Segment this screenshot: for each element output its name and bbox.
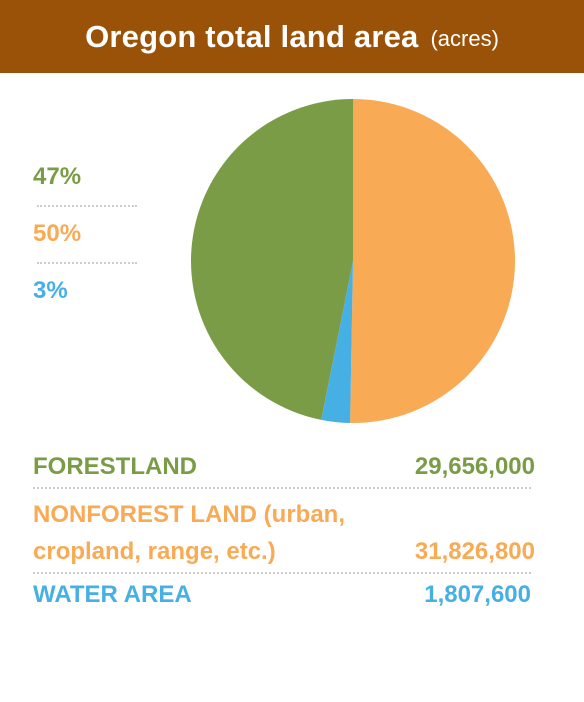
chart-header: Oregon total land area (acres): [0, 0, 584, 73]
legend-label-water: WATER AREA: [33, 581, 192, 608]
legend-value-water: 1,807,600: [424, 581, 531, 608]
legend-row-forest: FORESTLAND 29,656,000: [33, 448, 535, 485]
chart-title: Oregon total land area: [85, 18, 419, 54]
pie-slice-nonforest: [350, 99, 516, 423]
legend-label-nonforest-line1: NONFOREST LAND (urban,: [33, 501, 345, 528]
percent-label-water: 3%: [33, 277, 68, 304]
legend-divider: [33, 487, 531, 489]
percent-divider: [37, 205, 137, 207]
legend-row-nonforest: NONFOREST LAND (urban, cropland, range, …: [33, 496, 535, 570]
pie-chart: [191, 99, 516, 423]
legend-label-forest: FORESTLAND: [33, 453, 197, 480]
percent-divider: [37, 262, 137, 264]
legend-value-forest: 29,656,000: [414, 453, 535, 480]
legend-row-water: WATER AREA 1,807,600: [33, 576, 531, 613]
legend-label-nonforest-line2: cropland, range, etc.): [33, 538, 276, 565]
pie-slice-forest: [191, 99, 353, 420]
chart-unit: (acres): [430, 25, 499, 51]
legend-value-nonforest: 31,826,800: [414, 538, 535, 565]
percent-label-nonforest: 50%: [33, 220, 82, 247]
percent-label-forest: 47%: [33, 163, 82, 190]
legend-divider: [33, 572, 531, 574]
pie-slice-water: [321, 261, 353, 423]
